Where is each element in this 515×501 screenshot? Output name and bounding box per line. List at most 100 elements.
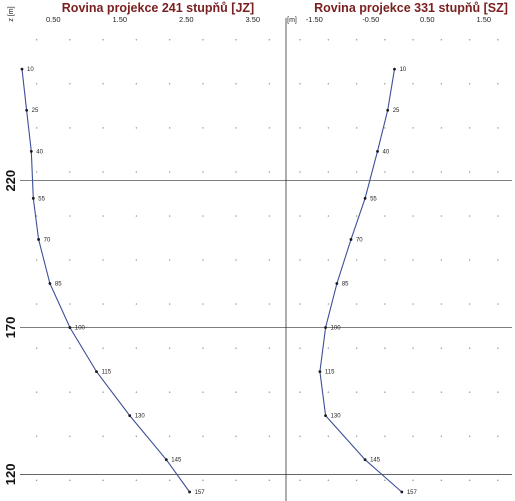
point-label: 40 xyxy=(383,149,390,155)
point-label: 25 xyxy=(393,108,400,114)
right-x-tick-label: -1.50 xyxy=(306,15,323,24)
grid-dot xyxy=(468,83,471,85)
grid-dot xyxy=(69,83,71,85)
grid-dot xyxy=(412,127,414,129)
grid-dot xyxy=(235,171,237,173)
grid-dot xyxy=(412,391,414,393)
data-point xyxy=(128,414,132,418)
grid-dot xyxy=(327,127,330,129)
data-point xyxy=(376,149,379,153)
point-label: 157 xyxy=(195,490,206,496)
grid-dot xyxy=(268,479,271,482)
grid-dot xyxy=(440,303,443,305)
grid-dot xyxy=(235,259,237,261)
left-x-tick-label: 3.50 xyxy=(245,15,260,24)
grid-dot xyxy=(102,303,104,305)
grid-dot xyxy=(202,38,204,41)
grid-dot xyxy=(202,259,204,261)
grid-dot xyxy=(299,215,301,217)
grid-dot xyxy=(299,303,301,305)
grid-dot xyxy=(202,83,204,85)
data-point xyxy=(393,67,396,71)
grid-dot xyxy=(497,479,499,482)
grid-dot xyxy=(35,391,38,393)
grid-dot xyxy=(69,171,71,173)
point-label: 145 xyxy=(171,458,182,464)
grid-dot xyxy=(102,435,104,437)
grid-dot xyxy=(299,127,301,129)
grid-dot xyxy=(355,38,358,41)
right-series-line xyxy=(319,69,403,493)
grid-dot xyxy=(235,303,237,305)
grid-dot xyxy=(327,83,330,85)
data-point xyxy=(318,370,322,373)
grid-dot xyxy=(235,479,237,482)
grid-dot xyxy=(35,38,38,41)
grid-dot xyxy=(235,127,237,129)
grid-dot xyxy=(135,83,138,85)
grid-dot xyxy=(168,347,171,349)
grid-dot xyxy=(69,38,71,41)
data-point xyxy=(324,326,327,329)
grid-dot xyxy=(440,127,443,129)
grid-dot xyxy=(355,347,358,349)
data-point xyxy=(68,326,72,329)
grid-dot xyxy=(135,303,138,305)
grid-dot xyxy=(135,127,138,129)
y-tick-label: 170 xyxy=(3,317,18,339)
grid-dot xyxy=(202,303,204,305)
grid-dot xyxy=(268,259,271,261)
grid-dot xyxy=(268,83,271,85)
grid-dot xyxy=(102,38,104,41)
point-label: 25 xyxy=(32,108,39,114)
grid-dot xyxy=(412,38,414,41)
grid-dot xyxy=(440,259,443,261)
grid-dot xyxy=(412,479,414,482)
data-point xyxy=(188,490,191,494)
data-point xyxy=(37,238,41,241)
data-point xyxy=(95,370,98,373)
grid-dot xyxy=(35,347,38,349)
grid-dot xyxy=(268,215,271,217)
grid-dot xyxy=(497,38,499,41)
data-point xyxy=(386,108,390,112)
grid-dot xyxy=(384,127,386,129)
grid-dot xyxy=(384,83,386,85)
grid-dot xyxy=(355,259,358,261)
grid-dot xyxy=(327,479,330,482)
grid-dot xyxy=(497,215,499,217)
grid-dot xyxy=(355,391,358,393)
data-point xyxy=(363,196,367,200)
grid-dots xyxy=(35,38,499,482)
grid-dot xyxy=(168,303,171,305)
grid-dot xyxy=(268,38,271,41)
grid-dot xyxy=(384,391,386,393)
data-point xyxy=(31,196,35,200)
grid-dot xyxy=(327,38,330,41)
grid-dot xyxy=(468,215,471,217)
point-label: 55 xyxy=(38,196,45,202)
grid-dot xyxy=(355,435,358,437)
point-label: 85 xyxy=(342,281,349,287)
grid-dot xyxy=(468,347,471,349)
grid-dot xyxy=(202,215,204,217)
grid-dot xyxy=(135,215,138,217)
grid-dot xyxy=(168,171,171,173)
data-point xyxy=(324,414,327,418)
point-label: 70 xyxy=(356,237,363,243)
grid-dot xyxy=(299,479,301,482)
grid-dot xyxy=(235,38,237,41)
grid-dot xyxy=(35,215,38,217)
grid-dot xyxy=(497,391,499,393)
grid-dot xyxy=(135,171,138,173)
grid-dot xyxy=(69,259,71,261)
grid-dot xyxy=(69,435,71,437)
grid-dot xyxy=(355,171,358,173)
y-tick-label: 220 xyxy=(3,170,18,192)
grid-dot xyxy=(355,83,358,85)
grid-dot xyxy=(69,303,71,305)
grid-dot xyxy=(168,479,171,482)
grid-dot xyxy=(468,303,471,305)
data-point xyxy=(20,67,24,71)
grid-dot xyxy=(102,347,104,349)
